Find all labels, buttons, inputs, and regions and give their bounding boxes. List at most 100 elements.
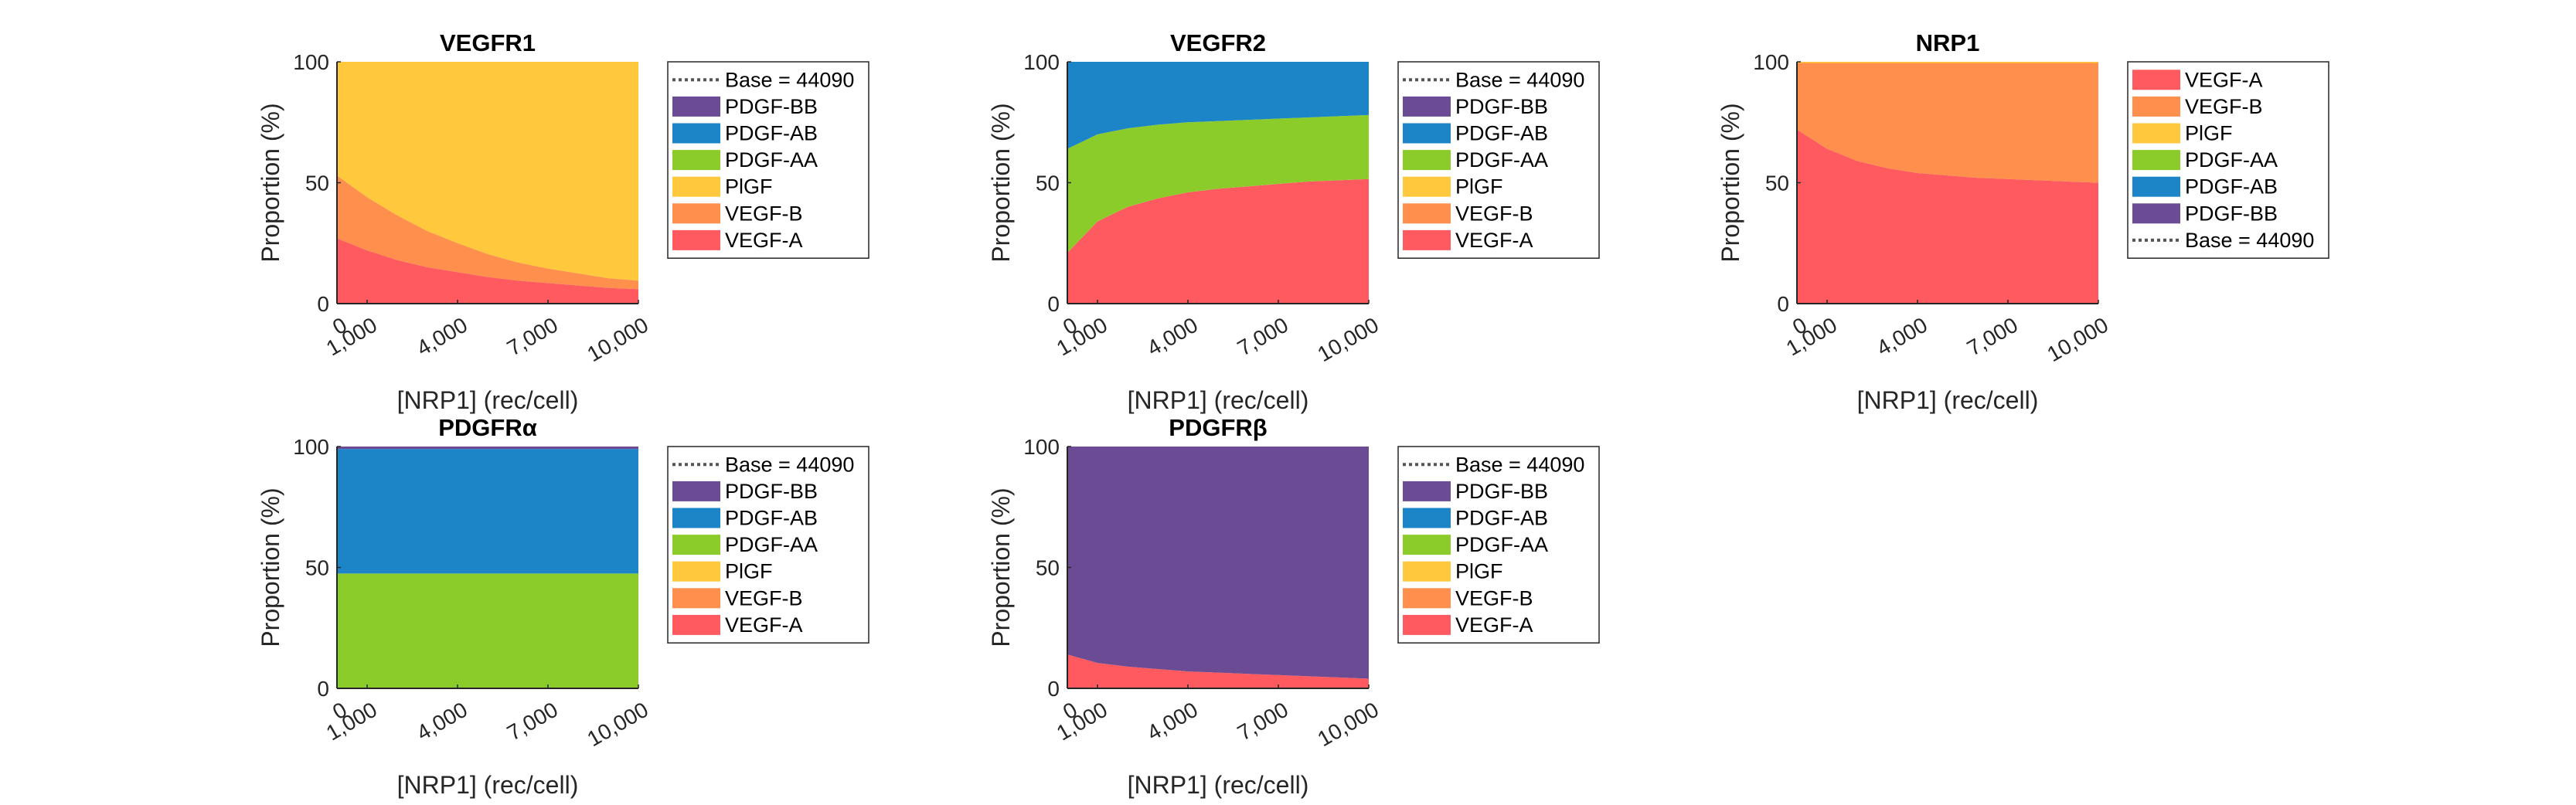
chart-title: PDGFRβ [1169,414,1267,441]
area-vegf-a [1067,654,1369,688]
legend-label-vegf-b: VEGF-B [1455,202,1533,225]
legend-swatch-pdgf-ab [672,123,720,144]
y-tick-label: 100 [1023,50,1060,74]
area-pdgf-ab [337,449,638,574]
legend-swatch-plgf [672,561,720,582]
chart-title: VEGFR1 [440,29,536,56]
legend-label-plgf: PlGF [725,175,773,199]
legend-label-plgf: PlGF [2185,122,2233,145]
y-tick-label: 50 [1765,172,1789,195]
legend-swatch-pdgf-aa [672,535,720,555]
legend-swatch-vegf-a [1403,229,1451,250]
x-tick-label: 7,000 [503,313,562,361]
legend-swatch-vegf-b [672,588,720,609]
y-tick-label: 50 [305,172,329,195]
x-tick-label: 7,000 [503,698,562,746]
x-tick-label: 10,000 [2043,313,2112,367]
area-pdgf-aa [1067,114,1369,253]
area-vegf-b [1797,63,2098,183]
legend-label-vegf-a: VEGF-A [725,613,803,637]
area-pdgf-bb [1067,447,1369,679]
legend-swatch-vegf-a [672,229,720,250]
legend-label-pdgf-ab: PDGF-AB [2185,175,2278,199]
legend-label-base-44090: Base = 44090 [725,453,854,476]
legend-label-plgf: PlGF [725,560,773,583]
legend-label-pdgf-aa: PDGF-AA [1455,533,1548,556]
legend: Base = 44090 PDGF-BB PDGF-AB PDGF-AA PlGF VEG… [667,446,869,644]
y-tick-label: 0 [1047,677,1060,701]
x-tick-label: 10,000 [583,698,652,752]
legend-swatch-pdgf-aa [2132,150,2180,171]
y-tick-label: 50 [1036,556,1060,580]
legend-swatch-pdgf-aa [1403,535,1451,555]
legend-label-pdgf-bb: PDGF-BB [1455,95,1548,118]
legend-swatch-pdgf-bb [1403,481,1451,501]
legend-label-vegf-b: VEGF-B [725,202,803,225]
area-vegf-a [1067,178,1369,304]
legend-label-pdgf-ab: PDGF-AB [1455,507,1548,530]
x-tick-label: 4,000 [1143,313,1202,361]
legend-swatch-vegf-b [2132,96,2180,117]
legend-label-pdgf-ab: PDGF-AB [1455,122,1548,145]
y-tick-label: 50 [305,556,329,580]
legend-swatch-plgf [2132,123,2180,144]
legend-label-vegf-b: VEGF-B [1455,586,1533,610]
legend-label-vegf-b: VEGF-B [725,586,803,610]
legend-swatch-vegf-a [1403,614,1451,635]
legend-box [2127,61,2329,259]
legend-label-pdgf-bb: PDGF-BB [1455,480,1548,503]
y-tick-label: 100 [1753,50,1789,74]
x-axis-label: [NRP1] (rec/cell) [1857,386,2039,414]
chart-title: PDGFRα [438,414,537,441]
legend-label-pdgf-aa: PDGF-AA [725,148,818,172]
legend-swatch-pdgf-ab [672,508,720,528]
legend: Base = 44090 PDGF-BB PDGF-AB PDGF-AA PlGF VEG… [1397,61,1600,259]
area-pdgf-ab [1067,62,1369,149]
y-tick-label: 0 [1047,292,1060,316]
y-axis-label: Proportion (%) [1717,103,1744,262]
legend: VEGF-A VEGF-B PlGF PDGF-AA PDGF-AB PDGF-BB Bas… [2127,61,2329,259]
legend-swatch-plgf [1403,561,1451,582]
x-tick-label: 4,000 [1873,313,1931,361]
legend-label-vegf-b: VEGF-B [2185,95,2263,118]
legend-swatch-pdgf-ab [2132,176,2180,197]
chart-title: VEGFR2 [1170,29,1266,56]
legend-swatch-plgf [672,176,720,197]
area-pdgf-bb [337,447,638,450]
x-tick-label: 10,000 [1313,313,1383,367]
legend-swatch-pdgf-bb [672,481,720,501]
y-tick-label: 0 [1777,292,1789,316]
x-axis-label: [NRP1] (rec/cell) [1128,771,1309,799]
x-tick-label: 10,000 [1313,698,1383,752]
legend-swatch-pdgf-aa [672,150,720,171]
legend-swatch-vegf-a [672,614,720,635]
legend-label-pdgf-aa: PDGF-AA [2185,148,2278,172]
legend-swatch-vegf-a [2132,70,2180,90]
x-tick-label: 4,000 [1143,698,1202,746]
legend-label-pdgf-aa: PDGF-AA [725,533,818,556]
legend: Base = 44090 PDGF-BB PDGF-AB PDGF-AA PlGF VEG… [667,61,869,259]
legend-swatch-pdgf-bb [2132,203,2180,224]
legend-label-vegf-a: VEGF-A [725,229,803,252]
legend-swatch-pdgf-ab [1403,123,1451,144]
x-axis-label: [NRP1] (rec/cell) [397,386,579,414]
y-axis-label: Proportion (%) [987,103,1015,262]
y-tick-label: 50 [1036,172,1060,195]
legend-label-vegf-a: VEGF-A [1455,613,1533,637]
legend-label-pdgf-bb: PDGF-BB [2185,202,2278,225]
x-tick-label: 10,000 [583,313,652,367]
legend-label-base-44090: Base = 44090 [725,68,854,91]
area-vegf-a [1797,129,2098,304]
legend: Base = 44090 PDGF-BB PDGF-AB PDGF-AA PlGF VEG… [1397,446,1600,644]
y-tick-label: 100 [1023,435,1060,459]
area-plgf [1797,62,2098,63]
legend-label-pdgf-ab: PDGF-AB [725,122,818,145]
y-axis-label: Proportion (%) [257,487,284,647]
area-plgf [337,62,638,281]
legend-swatch-vegf-b [1403,588,1451,609]
x-tick-label: 7,000 [1963,313,2022,361]
area-vegf-b [337,175,638,290]
